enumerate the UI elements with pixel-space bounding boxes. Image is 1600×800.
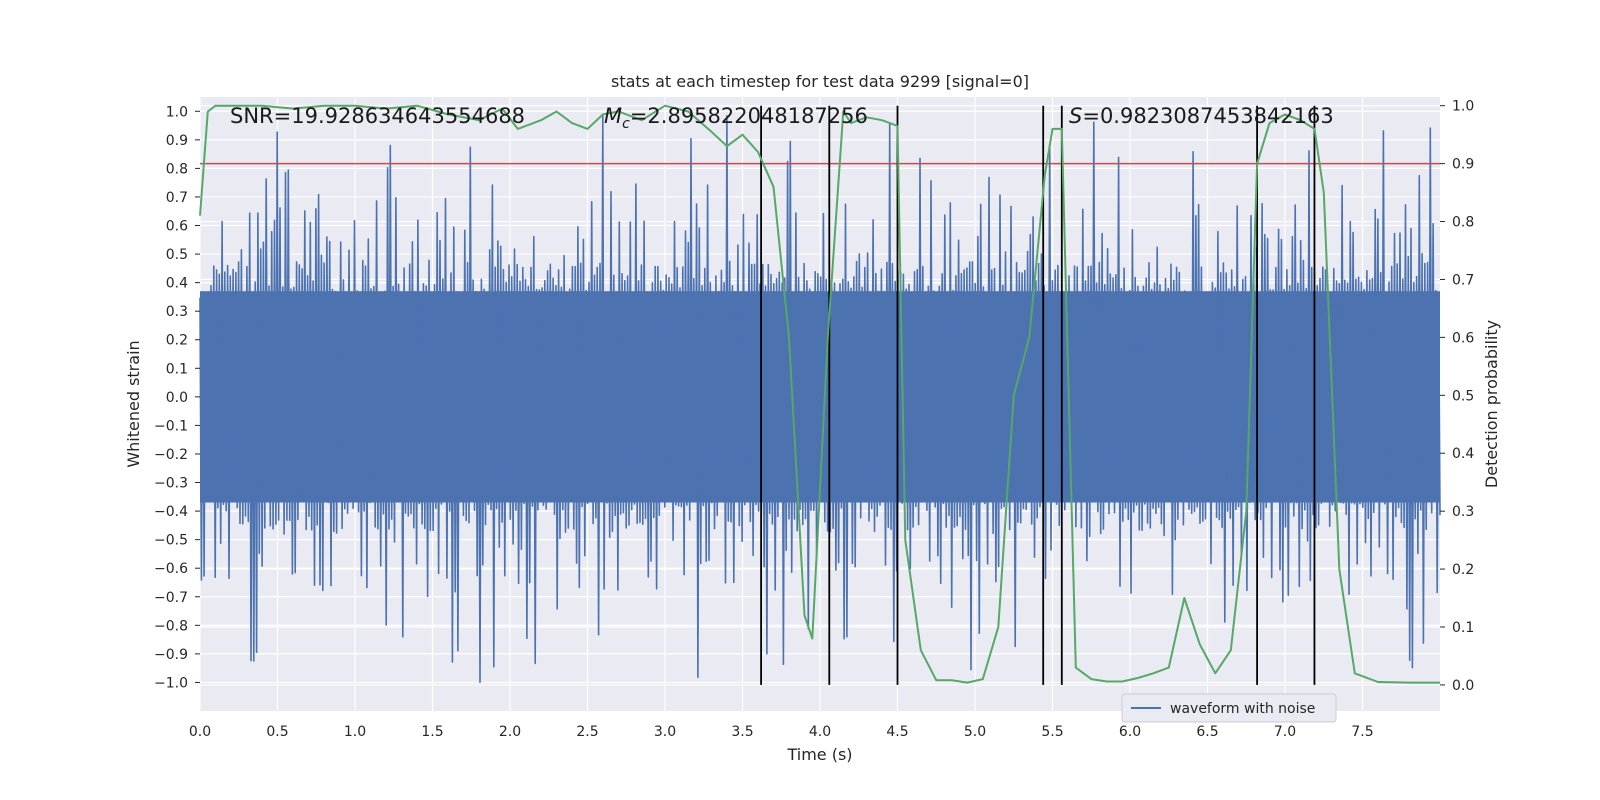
y-right-tick-label: 0.4	[1452, 446, 1474, 462]
detection-probability-series	[199, 104, 1440, 684]
y-tick-label: −0.4	[154, 504, 188, 520]
y-tick-label: −0.9	[154, 647, 188, 663]
y-right-tick-label: 0.6	[1452, 330, 1474, 346]
y-right-tick-label: 0.3	[1452, 504, 1474, 520]
y-tick-label: −0.2	[154, 447, 188, 463]
chirp-mass-annotation: Mc=2.895822048187256	[604, 104, 868, 132]
x-tick-label: 3.0	[654, 724, 676, 740]
y-tick-label: 0.2	[166, 333, 188, 349]
y-tick-label: −0.6	[154, 561, 188, 577]
x-tick-label: 6.0	[1119, 724, 1141, 740]
y-tick-label: 0.6	[166, 219, 188, 235]
x-tick-label: 6.5	[1196, 724, 1218, 740]
y-tick-label: −0.1	[154, 418, 188, 434]
x-tick-label: 5.0	[964, 724, 986, 740]
s-value: =0.9823087453842163	[1082, 104, 1333, 128]
y-tick-label: 0.4	[166, 276, 188, 292]
x-tick-label: 5.5	[1041, 724, 1063, 740]
x-tick-label: 0.5	[266, 724, 288, 740]
y-axis-right-label: Detection probability	[1482, 320, 1501, 488]
y-tick-label: 0.1	[166, 361, 188, 377]
x-tick-label: 7.5	[1351, 724, 1373, 740]
y-right-tick-label: 0.9	[1452, 157, 1474, 173]
chirp-mass-value: =2.895822048187256	[630, 104, 868, 128]
legend-label: waveform with noise	[1170, 701, 1315, 717]
y-right-tick-label: 0.5	[1452, 388, 1474, 404]
waveform-line	[199, 115, 1441, 684]
x-tick-label: 7.0	[1274, 724, 1296, 740]
x-tick-label: 4.5	[886, 724, 908, 740]
legend: waveform with noise	[1121, 693, 1337, 723]
chirp-mass-subscript: c	[622, 116, 630, 132]
legend-box	[1121, 693, 1337, 723]
x-tick-label: 2.0	[499, 724, 521, 740]
y-axis-right: 1.0 0.9 0.8 0.7 0.6 0.5 0.4 0.3 0.2 0.1 0.0	[1440, 99, 1474, 694]
waveform-series	[199, 115, 1441, 684]
x-tick-label: 1.0	[344, 724, 366, 740]
snr-annotation: SNR=19.928634643554688	[230, 104, 525, 128]
y-tick-label: 0.0	[166, 390, 188, 406]
y-axis-left: 1.0 0.9 0.8 0.7 0.6 0.5 0.4 0.3 0.2 0.1 0.0 −0.1 −0.…	[154, 104, 200, 691]
y-tick-label: 0.7	[166, 190, 188, 206]
x-tick-label: 0.0	[189, 724, 211, 740]
y-tick-label: −0.8	[154, 618, 188, 634]
x-tick-label: 4.0	[809, 724, 831, 740]
x-tick-label: 2.5	[576, 724, 598, 740]
y-tick-label: −0.5	[154, 533, 188, 549]
y-tick-label: −0.7	[154, 590, 188, 606]
s-symbol: S	[1069, 104, 1082, 128]
chart-title: stats at each timestep for test data 929…	[611, 72, 1029, 91]
y-tick-label: 0.5	[166, 247, 188, 263]
y-right-tick-label: 0.8	[1452, 215, 1474, 231]
y-tick-label: −0.3	[154, 476, 188, 492]
y-axis-left-label: Whitened strain	[124, 340, 143, 467]
x-tick-label: 1.5	[421, 724, 443, 740]
y-tick-label: 1.0	[166, 104, 188, 120]
x-tick-label: 3.5	[731, 724, 753, 740]
detection-probability-line	[199, 104, 1440, 684]
y-right-tick-label: 0.7	[1452, 272, 1474, 288]
x-axis: 0.0 0.5 1.0 1.5 2.0 2.5 3.0 3.5 4.0 4.5 5.0 5.5 6.0 6…	[189, 724, 1374, 740]
chirp-mass-symbol: M	[604, 104, 622, 128]
y-right-tick-label: 0.1	[1452, 620, 1474, 636]
s-annotation: S=0.9823087453842163	[1069, 104, 1334, 128]
y-tick-label: −1.0	[154, 675, 188, 691]
y-right-tick-label: 0.0	[1452, 678, 1474, 694]
y-tick-label: 0.9	[166, 133, 188, 149]
y-tick-label: 0.3	[166, 304, 188, 320]
y-right-tick-label: 1.0	[1452, 99, 1474, 115]
y-right-tick-label: 0.2	[1452, 562, 1474, 578]
vertical-markers	[760, 105, 1316, 685]
y-tick-label: 0.8	[166, 161, 188, 177]
x-axis-label: Time (s)	[786, 745, 852, 764]
